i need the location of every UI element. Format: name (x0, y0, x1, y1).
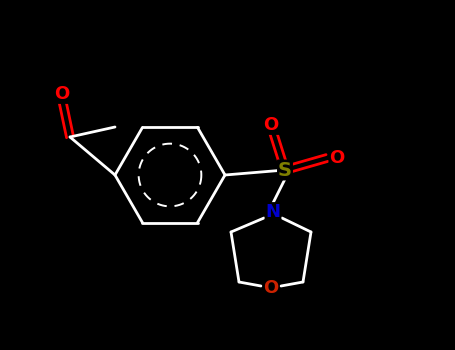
Text: O: O (55, 85, 70, 103)
Text: O: O (263, 279, 278, 297)
Text: S: S (278, 161, 292, 180)
Text: O: O (263, 116, 278, 134)
Text: O: O (329, 149, 344, 167)
Text: N: N (266, 203, 280, 221)
